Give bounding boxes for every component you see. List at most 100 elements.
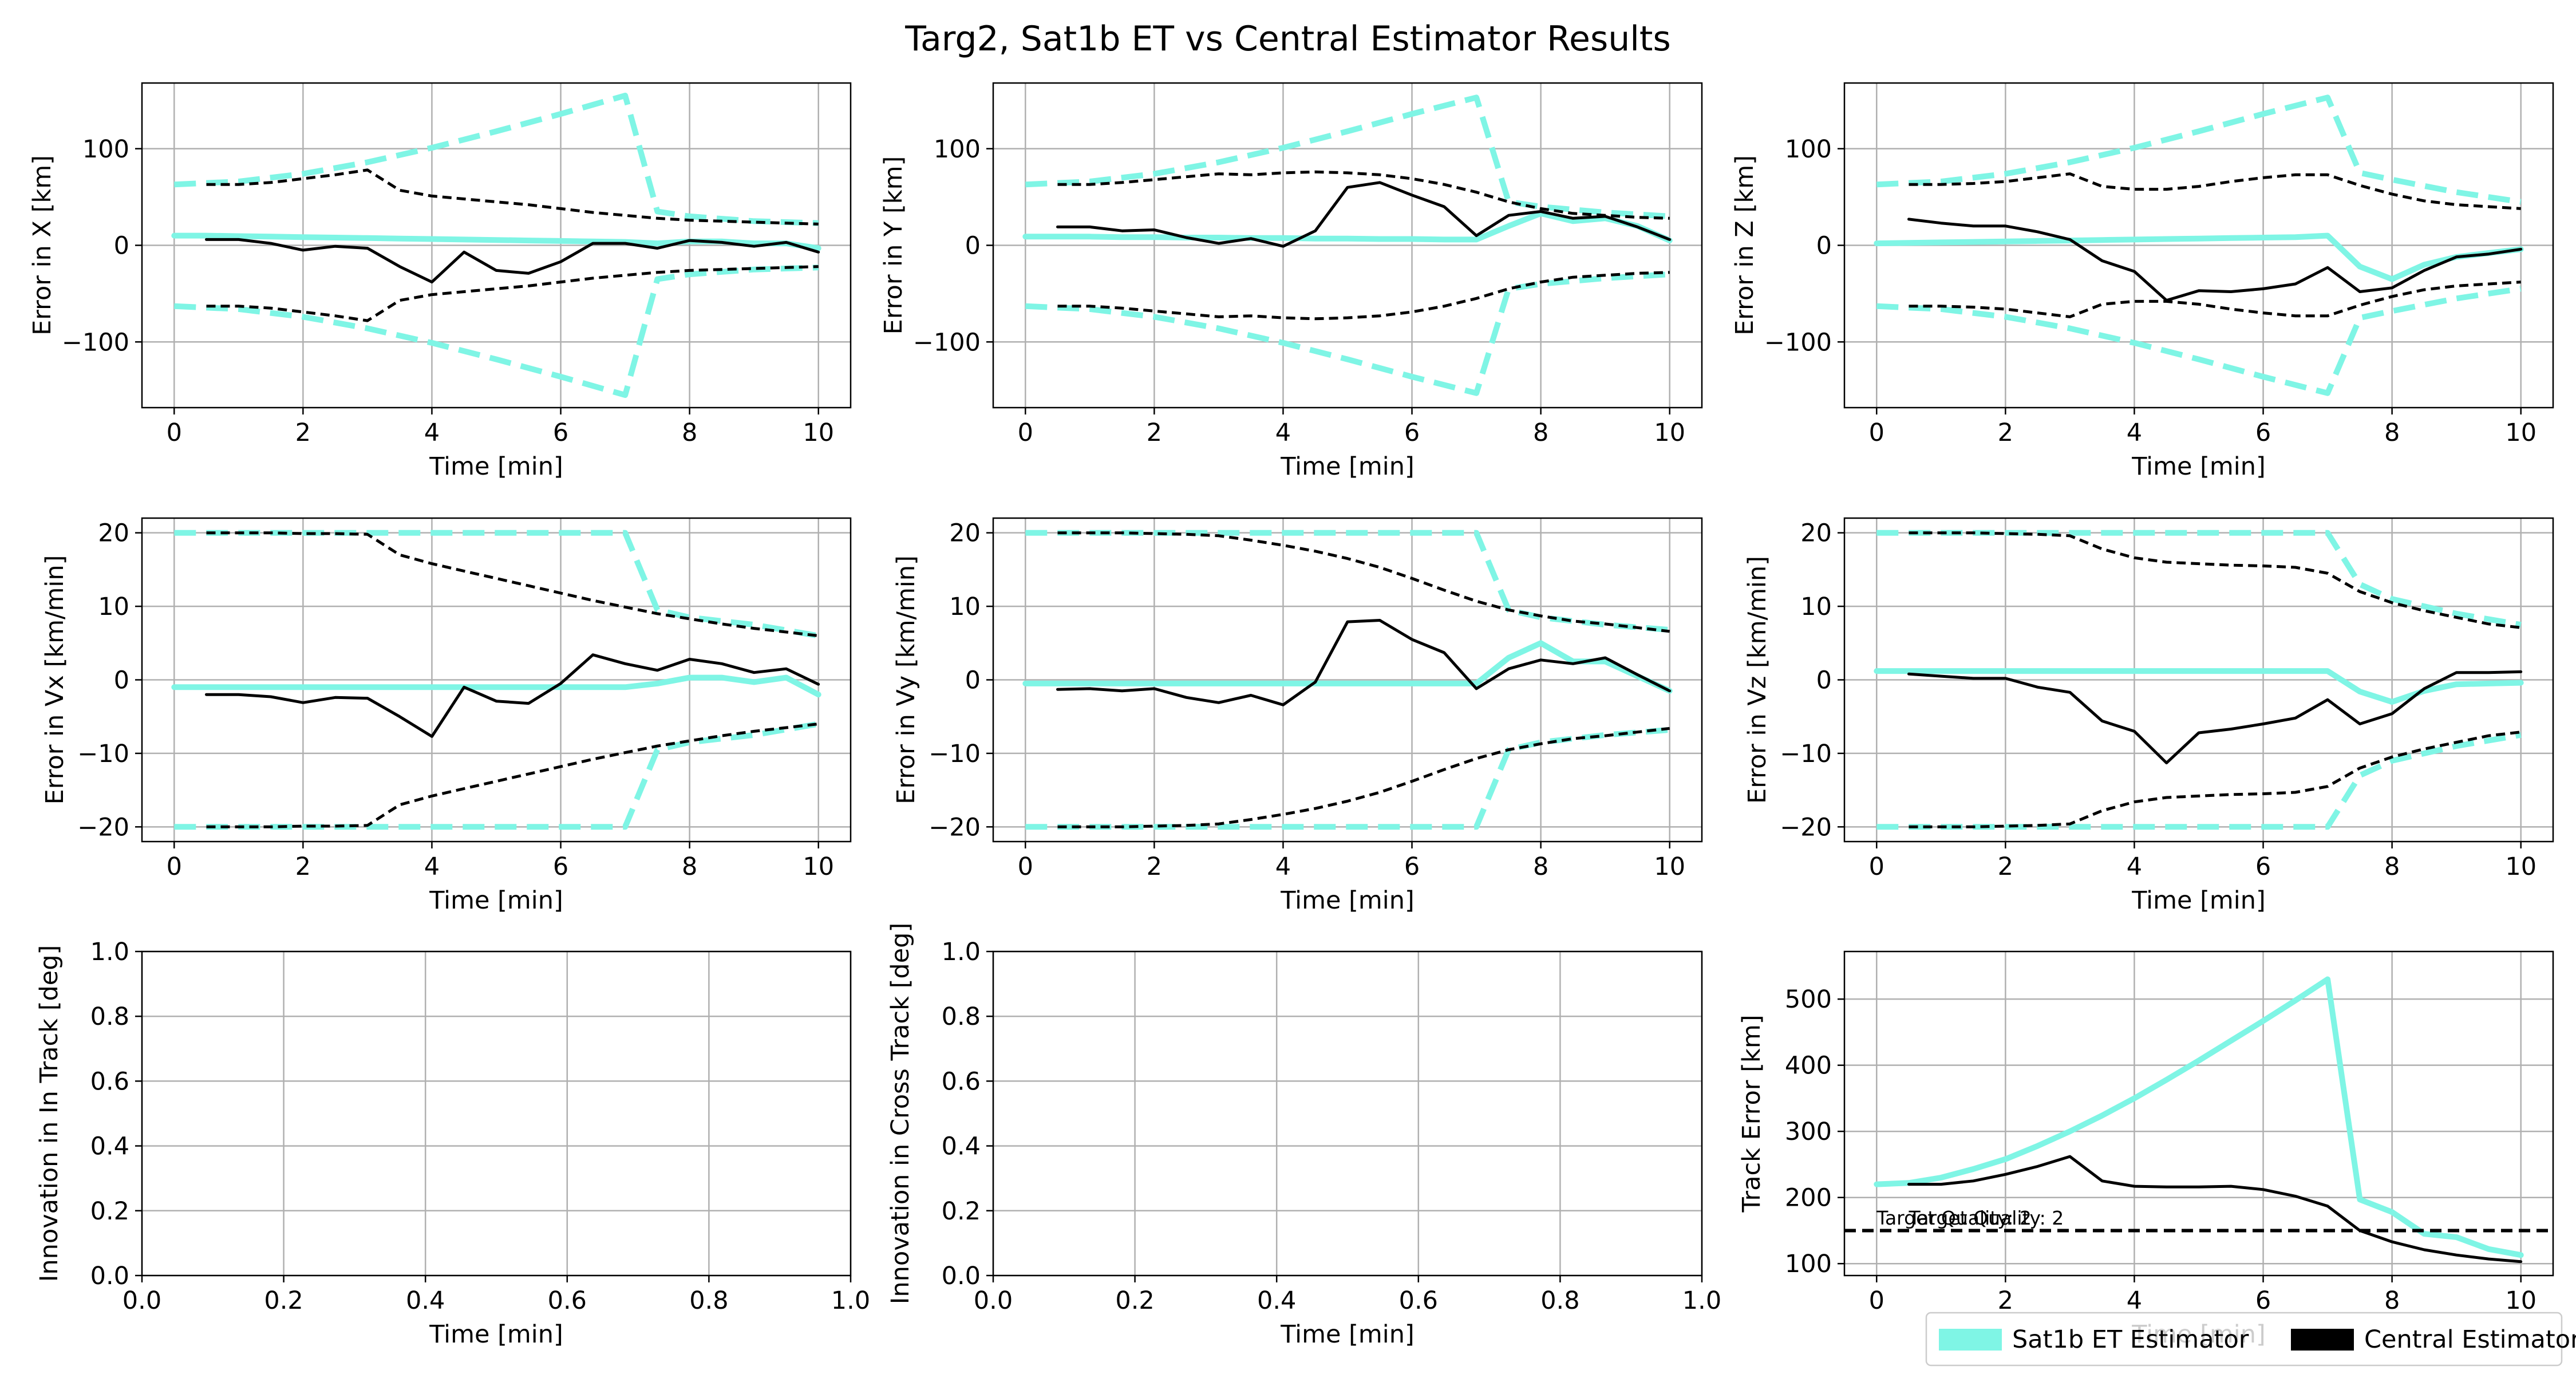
- x-tick-label: 0.0: [123, 1286, 161, 1315]
- legend-box: [1925, 1312, 2563, 1367]
- x-tick-label: 0.8: [1540, 1286, 1579, 1315]
- legend-label: Central Estimator: [2364, 1325, 2576, 1354]
- panel-intrack: 0.0 0.2 0.4 0.6 0.8 1.0 0.0 0.2 0.4 0.6 0.8 1.0 Time…: [35, 938, 870, 1349]
- x-axis-label: Time [min]: [429, 1320, 563, 1349]
- y-tick-label: 1.0: [90, 938, 129, 966]
- series-sat-mean-line: [1022, 640, 1673, 694]
- panel-vy: 0 2 4 6 8 10 −20 −10 0 10 20 Time [min] Error in Vy …: [892, 517, 1703, 915]
- y-tick-label: −10: [77, 740, 129, 768]
- y-axis-label: Error in Y [km]: [879, 156, 908, 335]
- x-tick-label: 2: [295, 852, 311, 881]
- series-central-bound-line: [1057, 271, 1670, 321]
- y-tick-label: 20: [1800, 519, 1832, 548]
- annotation-target-quality: Target Quality: 2: [1876, 1207, 2032, 1229]
- series-central-bound-line: [1909, 531, 2521, 629]
- y-tick-label: 0.4: [90, 1132, 129, 1161]
- series-central-track-line: [1907, 1155, 2523, 1264]
- series-central-bound-line: [1909, 731, 2521, 828]
- y-tick-label: 0: [114, 232, 129, 260]
- y-axis-label: Error in X [km]: [28, 155, 57, 335]
- series-sat-bound-line: [174, 530, 819, 639]
- grid: [993, 518, 1702, 842]
- y-tick-label: −100: [1764, 328, 1832, 357]
- x-tick-label: 8: [682, 852, 697, 881]
- y-axis-label: Error in Vx [km/min]: [41, 555, 69, 805]
- x-axis-label: Time [min]: [1280, 1320, 1415, 1349]
- series-central-bound-line: [206, 265, 819, 322]
- x-tick-label: 10: [803, 418, 834, 447]
- x-tick-label: 0: [167, 418, 182, 447]
- x-tick-label: 0: [1869, 418, 1884, 447]
- y-tick-label: 10: [949, 593, 981, 621]
- x-tick-label: 2: [1147, 852, 1162, 881]
- x-tick-label: 6: [1404, 418, 1420, 447]
- series-group: [1874, 530, 2524, 830]
- axes-frame: [992, 950, 1703, 1277]
- series-sat-mean-line: [1874, 668, 2524, 705]
- y-tick-label: −10: [1780, 740, 1832, 768]
- series-central-line: [1907, 218, 2523, 302]
- x-axis-label: Time [min]: [429, 452, 563, 481]
- y-tick-label: 0.8: [942, 1002, 981, 1031]
- series-sat-bound-line: [1876, 732, 2522, 830]
- y-tick-label: 100: [82, 135, 129, 164]
- series-sat-mean-line: [1874, 232, 2524, 282]
- x-tick-label: 8: [1533, 852, 1548, 881]
- y-tick-label: 100: [1785, 1250, 1832, 1278]
- grid: [1844, 951, 2553, 1276]
- x-tick-label: 1.0: [831, 1286, 870, 1315]
- x-tick-label: 10: [2505, 1286, 2537, 1315]
- y-tick-label: −100: [62, 328, 129, 357]
- x-tick-label: 0.8: [689, 1286, 728, 1315]
- axes-frame: [141, 950, 852, 1277]
- series-group: [171, 92, 821, 398]
- y-tick-label: 300: [1785, 1118, 1832, 1146]
- series-group: [1022, 530, 1673, 830]
- y-tick-label: −10: [929, 740, 981, 768]
- y-tick-label: 100: [934, 135, 981, 164]
- series-group: [1022, 94, 1673, 396]
- series-sat-bound-line: [174, 264, 819, 398]
- legend-swatch: [2291, 1329, 2354, 1351]
- grid: [1844, 518, 2553, 842]
- series-central-bound-line: [1909, 281, 2521, 318]
- y-tick-label: 0: [965, 666, 981, 695]
- x-tick-label: 0.0: [974, 1286, 1013, 1315]
- x-tick-label: 2: [1147, 418, 1162, 447]
- series-central-line: [1056, 619, 1672, 706]
- x-tick-label: 6: [2255, 418, 2271, 447]
- y-tick-label: 20: [949, 519, 981, 548]
- y-tick-label: 0.4: [942, 1132, 981, 1161]
- x-tick-label: 10: [803, 852, 834, 881]
- y-tick-label: 100: [1785, 135, 1832, 164]
- x-tick-label: 4: [2127, 1286, 2142, 1315]
- series-central-bound-line: [1057, 170, 1670, 220]
- grid: [1844, 83, 2553, 408]
- y-tick-label: −20: [1780, 813, 1832, 842]
- y-tick-label: 1.0: [942, 938, 981, 966]
- x-tick-label: 0.2: [264, 1286, 303, 1315]
- x-tick-label: 8: [1533, 418, 1548, 447]
- x-axis-label: Time [min]: [1280, 452, 1415, 481]
- panel-vz: 0 2 4 6 8 10 −20 −10 0 10 20 Time [min] Error in Vz …: [1743, 517, 2554, 915]
- x-tick-label: 0.2: [1115, 1286, 1154, 1315]
- series-central-bound-line: [1057, 727, 1670, 828]
- x-tick-label: 6: [553, 418, 568, 447]
- y-tick-label: 500: [1785, 985, 1832, 1014]
- x-tick-label: 0.6: [548, 1286, 587, 1315]
- x-tick-label: 8: [2384, 852, 2400, 881]
- x-tick-label: 2: [1998, 418, 2013, 447]
- x-tick-label: 2: [1998, 1286, 2013, 1315]
- y-tick-label: 0.6: [90, 1067, 129, 1096]
- series-central-bound-line: [1909, 172, 2521, 210]
- panel-crosstrack: 0.0 0.2 0.4 0.6 0.8 1.0 0.0 0.2 0.4 0.6 0.8 1.0 Time…: [886, 923, 1721, 1349]
- series-sat-bound-line: [174, 92, 819, 226]
- x-tick-label: 6: [2255, 852, 2271, 881]
- x-tick-label: 0.6: [1399, 1286, 1438, 1315]
- series-group: [1844, 976, 2553, 1264]
- series-central-line: [1907, 670, 2523, 765]
- x-axis-label: Time [min]: [2131, 452, 2266, 481]
- grid: [993, 83, 1702, 408]
